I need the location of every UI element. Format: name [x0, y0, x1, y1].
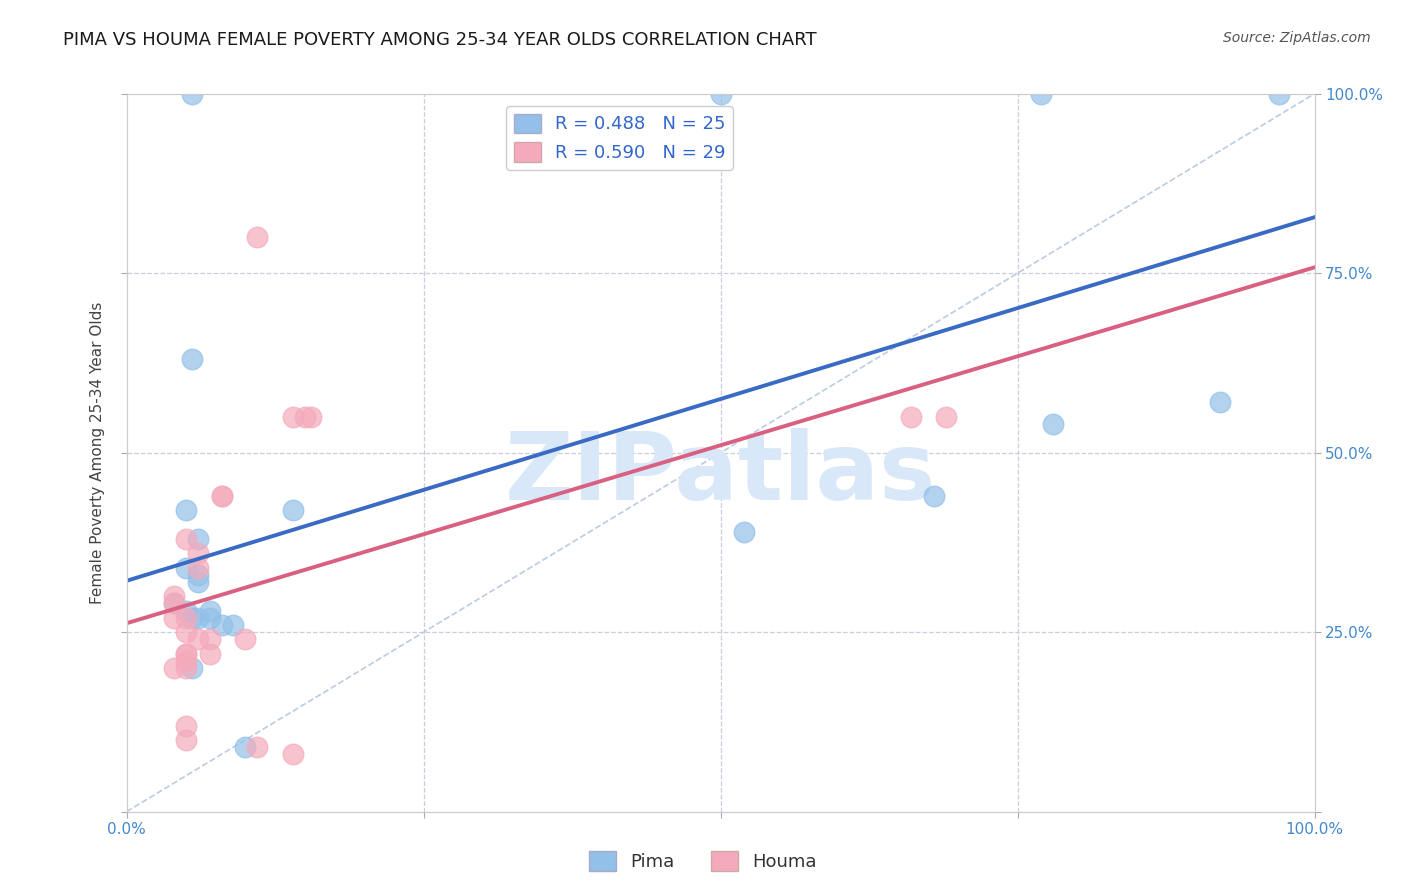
Point: [187, 546, 209, 560]
Point: [163, 597, 186, 611]
Point: [163, 590, 186, 604]
Point: [1208, 395, 1230, 409]
Point: [174, 647, 197, 661]
Point: [246, 230, 269, 244]
Point: [187, 532, 209, 546]
Point: [163, 597, 186, 611]
Text: Source: ZipAtlas.com: Source: ZipAtlas.com: [1223, 31, 1371, 45]
Point: [180, 352, 202, 367]
Point: [174, 611, 197, 625]
Point: [733, 524, 755, 539]
Point: [211, 489, 233, 503]
Point: [187, 574, 209, 589]
Point: [187, 567, 209, 582]
Point: [935, 409, 957, 424]
Point: [174, 532, 197, 546]
Point: [281, 503, 304, 517]
Point: [187, 632, 209, 647]
Y-axis label: Female Poverty Among 25-34 Year Olds: Female Poverty Among 25-34 Year Olds: [90, 301, 105, 604]
Point: [174, 625, 197, 640]
Text: ZIPatlas: ZIPatlas: [505, 428, 936, 520]
Point: [211, 618, 233, 632]
Point: [174, 560, 197, 574]
Point: [1268, 87, 1291, 101]
Point: [211, 489, 233, 503]
Point: [281, 747, 304, 762]
Point: [233, 740, 257, 755]
Point: [174, 733, 197, 747]
Legend: Pima, Houma: Pima, Houma: [582, 844, 824, 879]
Point: [281, 409, 304, 424]
Point: [233, 632, 257, 647]
Point: [187, 560, 209, 574]
Point: [174, 718, 197, 732]
Point: [163, 661, 186, 675]
Point: [174, 647, 197, 661]
Point: [198, 647, 221, 661]
Text: PIMA VS HOUMA FEMALE POVERTY AMONG 25-34 YEAR OLDS CORRELATION CHART: PIMA VS HOUMA FEMALE POVERTY AMONG 25-34…: [63, 31, 817, 49]
Point: [924, 489, 946, 503]
Point: [1042, 417, 1064, 431]
Point: [174, 604, 197, 618]
Point: [710, 87, 733, 101]
Point: [174, 503, 197, 517]
Point: [1031, 87, 1053, 101]
Point: [222, 618, 245, 632]
Point: [180, 87, 202, 101]
Point: [198, 632, 221, 647]
Point: [900, 409, 922, 424]
Point: [174, 661, 197, 675]
Legend: R = 0.488   N = 25, R = 0.590   N = 29: R = 0.488 N = 25, R = 0.590 N = 29: [506, 106, 733, 169]
Point: [299, 409, 322, 424]
Point: [198, 611, 221, 625]
Point: [198, 604, 221, 618]
Point: [174, 654, 197, 668]
Point: [163, 611, 186, 625]
Point: [180, 661, 202, 675]
Point: [246, 740, 269, 755]
Point: [180, 611, 202, 625]
Point: [294, 409, 316, 424]
Point: [187, 611, 209, 625]
